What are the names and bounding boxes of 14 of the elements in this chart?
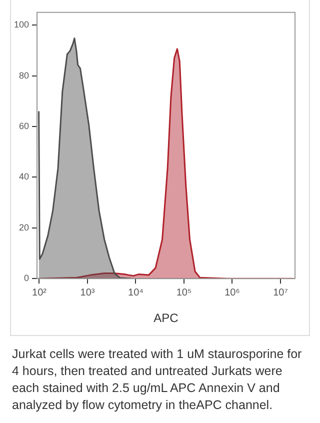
text: Jurkat cells were treated with 1 uM staurosporine for 4 hours, then treated and untreated Jurkats were each stained with 2.5 ug/mL APC Annexin V and analyzed by flow cytometry in theAPC channel. <box>12 346 303 414</box>
y-tick-label: 20 <box>19 222 30 232</box>
x-tick-label: 10² <box>32 287 48 298</box>
x-tick-label: 10⁵ <box>176 287 192 298</box>
x-tick-label: 10⁴ <box>128 287 144 298</box>
y-tick-label: 100 <box>14 20 30 30</box>
x-tick-label: 10⁶ <box>224 287 240 298</box>
y-tick-label: 40 <box>19 172 30 182</box>
x-axis-title: APC <box>154 311 179 326</box>
y-tick-label: 80 <box>19 70 30 80</box>
y-tick-label: 60 <box>19 120 30 131</box>
y-tick-label: 0 <box>24 273 30 284</box>
x-tick-label: 10³ <box>80 287 96 298</box>
x-tick-label: 10⁷ <box>273 287 288 298</box>
